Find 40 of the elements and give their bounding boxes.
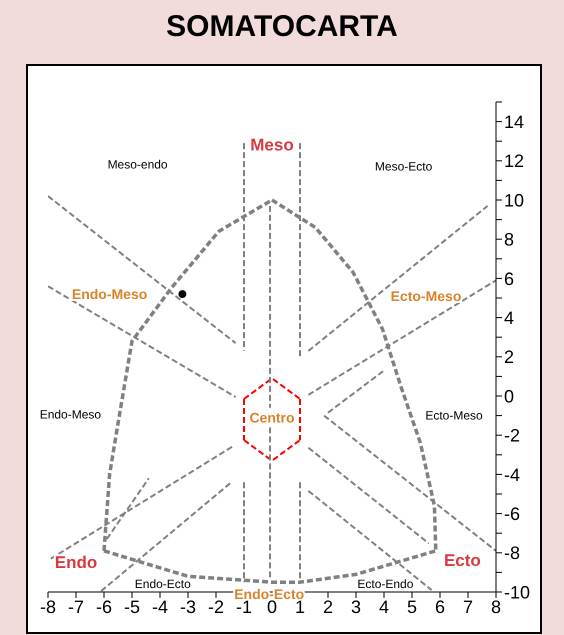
x-tick-label: -7 bbox=[68, 596, 84, 617]
y-tick-label: 14 bbox=[504, 112, 524, 132]
x-tick-label: 8 bbox=[490, 596, 502, 617]
x-tick-label: 4 bbox=[378, 596, 390, 617]
y-tick-label: -8 bbox=[504, 543, 520, 564]
y-tick-label: 6 bbox=[504, 268, 514, 289]
x-tick-label: 5 bbox=[406, 596, 418, 617]
x-tick-label: -6 bbox=[96, 596, 112, 617]
x-tick-label: 7 bbox=[462, 596, 474, 617]
annotation: Ecto bbox=[444, 551, 481, 570]
annotation: Ecto-Meso bbox=[390, 288, 462, 304]
y-tick-label: 2 bbox=[504, 347, 514, 368]
annotation: Endo-Meso bbox=[40, 408, 102, 422]
y-tick-label: 8 bbox=[504, 230, 514, 250]
annotation: Ecto-Endo bbox=[357, 577, 414, 592]
y-tick-label: -4 bbox=[504, 464, 520, 485]
annotation: Meso-endo bbox=[108, 158, 168, 172]
chart-title: SOMATOCARTA bbox=[165, 10, 399, 44]
y-tick-label: -6 bbox=[504, 504, 520, 524]
x-tick-label: 3 bbox=[350, 596, 362, 617]
x-tick-label: 6 bbox=[434, 596, 446, 617]
y-tick-label: -2 bbox=[504, 426, 520, 446]
y-tick-label: 10 bbox=[504, 190, 524, 210]
annotation: Meso-Ecto bbox=[374, 160, 433, 174]
x-tick-label: -5 bbox=[124, 596, 140, 617]
x-tick-label: -4 bbox=[152, 596, 168, 617]
x-tick-label: -3 bbox=[180, 596, 196, 617]
annotation: Ecto-Meso bbox=[425, 408, 483, 423]
x-tick-label: -8 bbox=[40, 596, 56, 617]
y-tick-label: 12 bbox=[504, 151, 524, 172]
annotation: Endo-Ecto bbox=[134, 577, 192, 592]
annotation: Endo-Meso bbox=[72, 286, 148, 302]
y-tick-label: -10 bbox=[504, 582, 530, 602]
y-tick-label: 0 bbox=[504, 386, 514, 406]
annotation: Endo bbox=[54, 553, 98, 572]
x-tick-label: 2 bbox=[322, 596, 334, 617]
y-tick-label: 4 bbox=[504, 308, 514, 328]
annotation: Centro bbox=[249, 410, 295, 426]
annotation: Meso bbox=[250, 136, 294, 155]
x-tick-label: -2 bbox=[208, 596, 224, 617]
